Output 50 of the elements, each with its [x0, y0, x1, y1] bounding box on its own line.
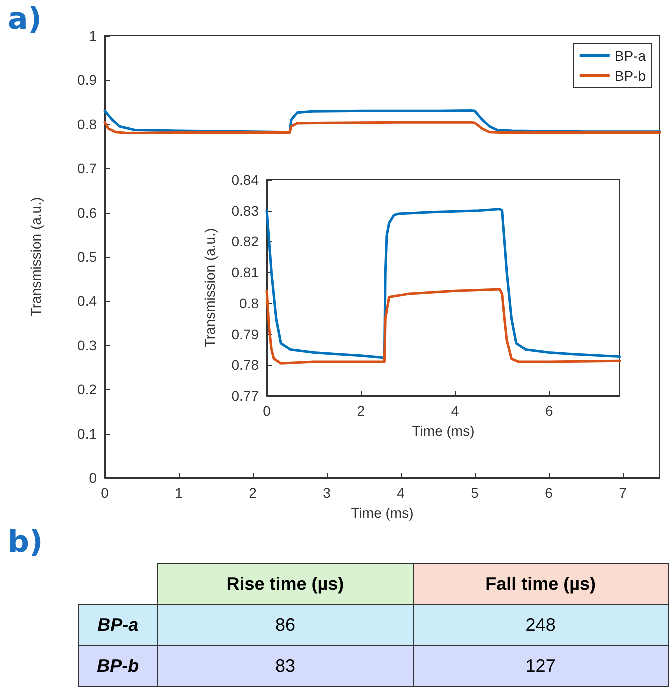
y-tick-label: 0.84: [232, 172, 260, 188]
x-tick-label: 6: [545, 485, 554, 501]
y-tick-label: 0.78: [232, 357, 260, 374]
y-tick-label: 0.6: [78, 204, 98, 221]
y-tick-label: 0.4: [78, 293, 98, 310]
line-series: [266, 288, 622, 365]
legend-label: BP-a: [614, 48, 646, 64]
y-tick-label: 0.82: [232, 234, 260, 250]
y-tick-label: 0: [89, 470, 98, 486]
y-tick-label: 1: [89, 28, 98, 44]
y-tick-label: 0.3: [78, 337, 98, 354]
x-tick-label: 0: [101, 485, 110, 501]
x-tick-label: 1: [175, 485, 184, 501]
data-label: 86: [158, 604, 414, 646]
series-label: BP-b: [78, 646, 158, 686]
y-axis-title: Transmission (a.u.): [28, 197, 44, 317]
line-series: [266, 208, 622, 360]
x-tick-label: 4: [451, 403, 460, 419]
x-tick-label: 3: [323, 485, 332, 501]
x-tick-label: 4: [397, 485, 406, 501]
category-label: Rise time (µs): [158, 564, 414, 604]
y-tick-label: 0.7: [78, 160, 98, 177]
y-tick-label: 0.5: [78, 249, 98, 265]
data-label: 127: [413, 646, 668, 686]
y-tick-label: 0.1: [78, 426, 98, 442]
x-tick-label: 2: [249, 485, 258, 501]
x-tick-label: 7: [619, 485, 628, 501]
y-tick-label: 0.2: [78, 382, 98, 398]
text: a): [8, 2, 42, 37]
y-tick-label: 0.81: [232, 264, 260, 281]
x-tick-label: 6: [546, 403, 554, 419]
y-tick-label: 0.79: [232, 326, 260, 342]
line-series: [104, 121, 662, 134]
data-label: 83: [158, 646, 414, 686]
x-tick-label: 2: [357, 403, 366, 419]
x-axis-title: Time (ms): [412, 423, 475, 439]
data-label: 248: [413, 604, 668, 646]
x-tick-label: 5: [471, 485, 480, 501]
y-tick-label: 0.9: [78, 72, 98, 88]
series-label: BP-a: [78, 604, 158, 646]
legend-label: BP-b: [614, 68, 646, 84]
y-tick-label: 0.77: [232, 388, 260, 404]
text: b): [8, 525, 44, 560]
y-tick-label: 0.8: [78, 116, 98, 132]
x-tick-label: 0: [263, 403, 272, 419]
y-tick-label: 0.83: [232, 202, 260, 219]
y-tick-label: 0.8: [240, 295, 260, 312]
category-label: Fall time (µs): [413, 564, 668, 604]
x-axis-title: Time (ms): [351, 505, 414, 521]
y-axis-title: Transmission (a.u.): [202, 228, 218, 348]
